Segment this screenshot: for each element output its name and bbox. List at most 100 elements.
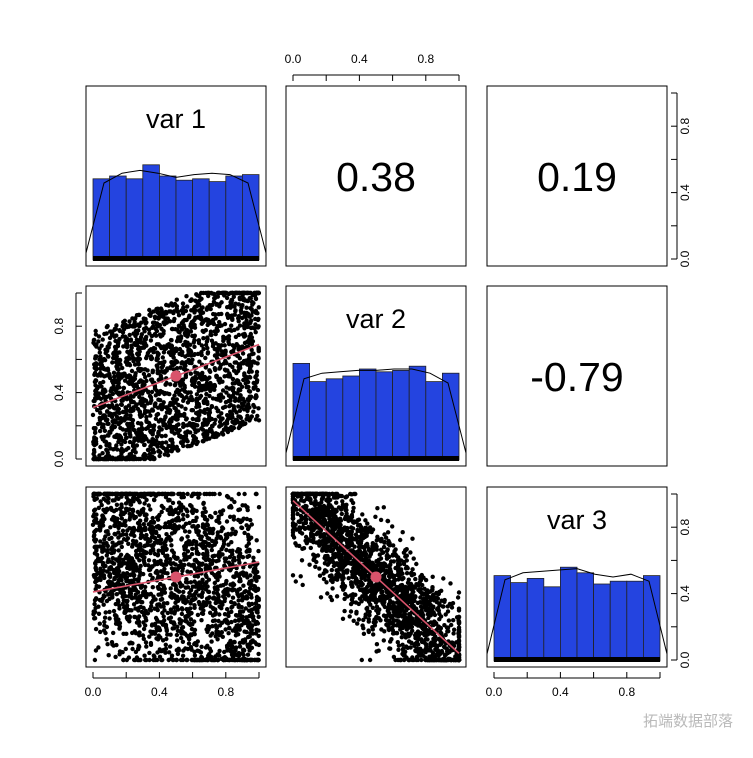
scatter-point	[148, 311, 154, 316]
scatter-point	[153, 597, 158, 602]
scatter-point	[107, 375, 113, 381]
scatter-point	[181, 648, 186, 653]
scatter-point	[203, 509, 208, 514]
scatter-point	[151, 520, 156, 525]
scatter-point	[246, 624, 251, 629]
scatter-point	[101, 366, 107, 372]
scatter-point	[154, 515, 160, 520]
scatter-point	[112, 531, 117, 537]
scatter-point	[181, 396, 187, 401]
scatter-point	[144, 355, 149, 361]
scatter-point	[161, 328, 166, 334]
scatter-point	[185, 585, 191, 590]
scatter-point	[113, 557, 119, 562]
scatter-point	[176, 409, 181, 414]
scatter-point	[161, 320, 166, 325]
scatter-point	[210, 434, 215, 439]
scatter-point	[114, 323, 119, 328]
scatter-point	[102, 575, 107, 581]
scatter-point	[105, 421, 110, 426]
scatter-point	[373, 514, 378, 519]
scatter-point	[232, 531, 238, 537]
scatter-point	[159, 444, 164, 449]
scatter-point	[98, 539, 103, 544]
scatter-point	[156, 574, 161, 579]
scatter-point	[130, 491, 136, 497]
scatter-point	[208, 332, 213, 337]
scatter-point	[190, 433, 196, 439]
scatter-point	[155, 353, 161, 358]
scatter-point	[189, 408, 194, 413]
scatter-point	[231, 294, 236, 299]
scatter-point	[455, 595, 461, 600]
scatter-point	[190, 507, 195, 512]
scatter-point	[111, 384, 116, 389]
scatter-point	[171, 510, 177, 515]
scatter-point	[182, 389, 188, 394]
scatter-point	[209, 404, 215, 409]
scatter-point	[114, 403, 120, 408]
scatter-point	[154, 342, 160, 347]
scatter-point	[169, 360, 174, 365]
scatter-point	[225, 607, 230, 612]
scatter-point	[144, 419, 149, 424]
scatter-point	[148, 507, 153, 512]
scatter-point	[127, 323, 132, 329]
scatter-point	[121, 319, 126, 325]
scatter-point	[145, 368, 150, 373]
scatter-point	[183, 433, 189, 439]
scatter-point	[171, 400, 177, 405]
scatter-point	[153, 416, 159, 421]
scatter-point	[150, 325, 155, 330]
scatter-point	[193, 422, 198, 427]
scatter-point	[140, 593, 145, 598]
scatter-point	[166, 448, 171, 454]
scatter-point	[240, 290, 245, 296]
scatter-point	[146, 503, 151, 508]
scatter-point	[246, 369, 252, 375]
scatter-point	[112, 434, 118, 439]
scatter-point	[217, 376, 223, 381]
scatter-point	[256, 614, 261, 619]
scatter-point	[222, 321, 228, 327]
scatter-point	[159, 657, 164, 663]
scatter-point	[243, 503, 248, 508]
scatter-point	[200, 427, 206, 432]
scatter-point	[229, 290, 235, 296]
scatter-point	[93, 516, 99, 522]
scatter-point	[210, 554, 215, 559]
scatter-point	[192, 579, 197, 584]
scatter-point	[205, 542, 211, 548]
scatter-point	[214, 600, 219, 605]
scatter-point	[227, 548, 233, 554]
scatter-point	[100, 337, 105, 342]
scatter-point	[216, 554, 221, 559]
scatter-point	[254, 369, 260, 375]
scatter-point	[169, 543, 174, 548]
scatter-point	[181, 512, 186, 517]
scatter-point	[111, 630, 116, 636]
scatter-point	[246, 541, 251, 546]
scatter-point	[228, 514, 233, 519]
scatter-point	[227, 362, 233, 368]
scatter-point	[174, 657, 179, 663]
scatter-point	[129, 578, 134, 583]
scatter-point	[126, 416, 131, 421]
scatter-point	[214, 629, 219, 634]
scatter-point	[144, 497, 149, 503]
scatter-point	[148, 338, 154, 343]
scatter-point	[98, 410, 103, 415]
scatter-point	[147, 657, 152, 663]
scatter-point	[201, 551, 206, 557]
scatter-point	[126, 403, 132, 408]
scatter-point	[167, 511, 172, 516]
scatter-point	[123, 561, 128, 566]
scatter-point	[163, 440, 169, 445]
scatter-point	[217, 319, 222, 325]
scatter-point	[184, 619, 189, 624]
scatter-point	[113, 378, 118, 383]
scatter-point	[230, 628, 235, 633]
scatter-point	[152, 423, 157, 428]
scatter-point	[120, 389, 125, 395]
scatter-point	[143, 584, 148, 590]
